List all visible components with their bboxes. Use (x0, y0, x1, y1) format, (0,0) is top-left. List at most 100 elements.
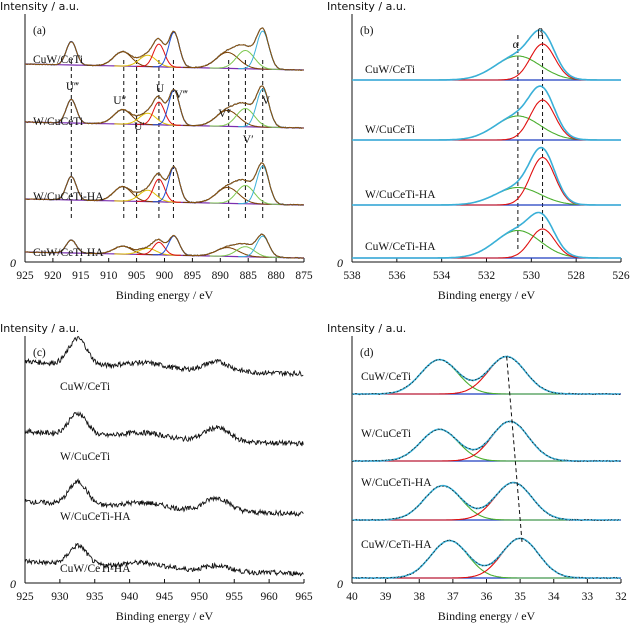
x-tick-label: 955 (226, 591, 244, 603)
sample-label: W/CuCeTi (33, 116, 83, 128)
x-tick-label: 35 (514, 591, 526, 603)
fit-component (114, 112, 181, 126)
y-axis-label: Intensity / a.u. (0, 0, 79, 13)
sample-label: W/CuCeTi-HA (33, 191, 104, 203)
spectrum-data (24, 542, 304, 577)
x-tick-label: 40 (346, 591, 358, 603)
fit-component (209, 185, 281, 205)
sample-label: CuW/CeTi (365, 64, 415, 76)
fit-component (114, 189, 181, 203)
x-tick-label: 965 (295, 591, 313, 603)
peak-annotation: V‴ (175, 89, 188, 101)
x-tick-label: 528 (568, 270, 586, 282)
origin-label: 0 (337, 577, 343, 591)
x-tick-label: 960 (261, 591, 279, 603)
fit-component (136, 241, 181, 256)
beta-annotation: β (537, 27, 543, 39)
peak-annotation: V″ (218, 108, 231, 120)
x-tick-label: 530 (523, 270, 541, 282)
fit-envelope (352, 146, 621, 206)
fit-component (209, 50, 281, 70)
spectrum-data (24, 411, 304, 447)
sample-label: CuW/CeTi-HA (60, 563, 131, 575)
sample-label: CuW/CeTi (33, 54, 83, 66)
spectrum-data (351, 355, 621, 396)
envelope-fit (24, 233, 304, 259)
fit-envelope (352, 85, 621, 141)
sample-label: W/CuCeTi-HA (361, 477, 432, 489)
fit-component (114, 247, 181, 256)
panel-label: (c) (33, 347, 46, 359)
envelope-fit (24, 85, 304, 129)
spectrum-data (351, 420, 621, 463)
sample-label: W/CuCeTi (361, 428, 411, 440)
sample-label: CuW/CeTi-HA (33, 247, 104, 259)
fit-envelope (352, 211, 621, 259)
x-axis-label: Binding energy / eV (438, 609, 536, 623)
sample-label: W/CuCeTi-HA (365, 189, 436, 201)
x-tick-label: 534 (433, 270, 451, 282)
spectrum-data (351, 537, 621, 580)
x-tick-label: 940 (121, 591, 139, 603)
envelope-fit (25, 27, 304, 71)
fit-component (136, 178, 181, 203)
sample-label: CuW/CeTi (60, 381, 110, 393)
x-tick-label: 38 (414, 591, 426, 603)
x-tick-label: 885 (240, 270, 258, 282)
fit-component (136, 43, 181, 68)
panel-label: (a) (33, 25, 46, 37)
x-tick-label: 910 (100, 270, 118, 282)
x-tick-label: 920 (44, 270, 62, 282)
envelope-fit (24, 162, 304, 206)
sample-label: W/CuCeTi (365, 124, 415, 136)
origin-label: 0 (10, 577, 16, 591)
peak-annotation: U (156, 83, 165, 95)
x-tick-label: 532 (478, 270, 496, 282)
peak-annotation: U″ (113, 95, 126, 107)
sample-label: W/CuCeTi (60, 451, 110, 463)
fit-component (209, 108, 281, 128)
sample-label: CuW/CeTi-HA (365, 241, 436, 253)
x-tick-label: 39 (380, 591, 392, 603)
panel-label: (d) (360, 347, 374, 359)
x-tick-label: 34 (548, 591, 560, 603)
x-tick-label: 875 (295, 270, 313, 282)
x-tick-label: 925 (16, 591, 34, 603)
x-axis-label: Binding energy / eV (116, 288, 214, 302)
fit-component (209, 246, 281, 258)
x-tick-label: 526 (612, 270, 630, 282)
x-tick-label: 905 (128, 270, 146, 282)
shift-guide-line (506, 356, 523, 544)
x-axis-label: Binding energy / eV (116, 609, 214, 623)
origin-label: 0 (337, 256, 343, 270)
spectrum-data (24, 478, 304, 517)
sample-label: W/CuCeTi-HA (60, 511, 131, 523)
x-tick-label: 32 (615, 591, 627, 603)
alpha-annotation: α (513, 39, 519, 51)
sample-label: CuW/CeTi-HA (361, 539, 432, 551)
x-tick-label: 890 (212, 270, 230, 282)
x-axis-label: Binding energy / eV (438, 288, 536, 302)
peak-annotation: V′ (243, 134, 254, 146)
x-tick-label: 538 (343, 270, 361, 282)
x-tick-label: 880 (267, 270, 285, 282)
peak-annotation: V (262, 95, 271, 107)
fit-envelope (352, 29, 621, 81)
x-tick-label: 945 (156, 591, 174, 603)
x-tick-label: 930 (51, 591, 69, 603)
fit-component (114, 54, 181, 68)
fit-component (136, 101, 181, 126)
x-tick-label: 37 (447, 591, 459, 603)
peak-annotation: U′ (134, 121, 145, 133)
y-axis-label: Intensity / a.u. (327, 0, 406, 13)
sample-label: CuW/CeTi (361, 371, 411, 383)
spectrum-data (351, 482, 621, 522)
panel-label: (b) (360, 25, 374, 37)
panel-d: Intensity / a.u. 040 39 38 37 36 35 34 33 32 Bindi… (327, 322, 627, 623)
y-axis-label: Intensity / a.u. (0, 322, 79, 335)
x-tick-label: 895 (184, 270, 202, 282)
